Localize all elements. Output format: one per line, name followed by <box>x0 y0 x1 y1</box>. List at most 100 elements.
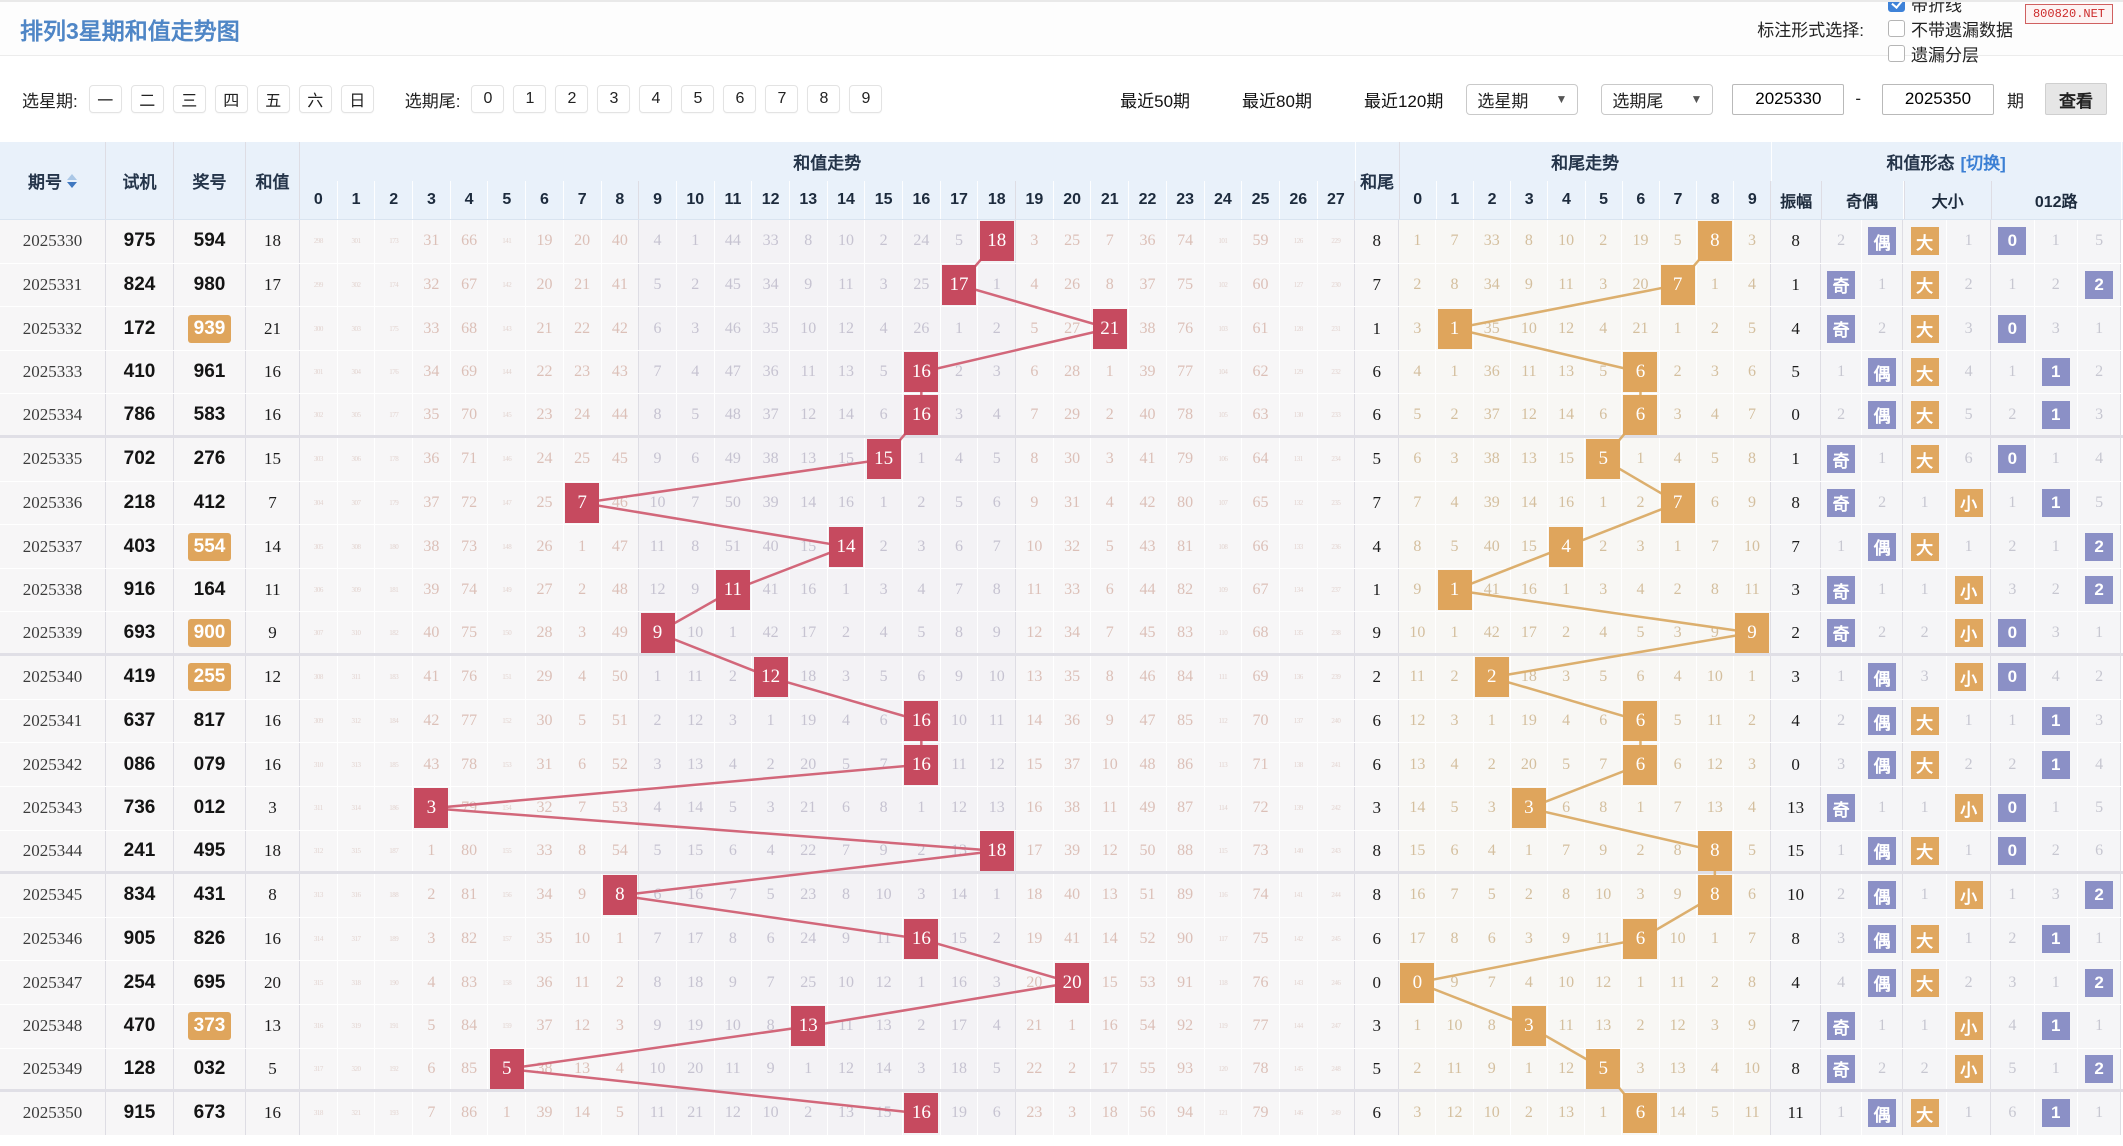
bigsmall-cell: 小 <box>1947 1048 1992 1090</box>
sum-trend-cell: 48 <box>714 394 753 436</box>
sum-miss-value: 314 <box>313 935 324 944</box>
sum-trend-cell: 14 <box>1016 699 1054 743</box>
table-row: 2025345 834 431 8 313 316 188 2 81 156 34 9 8 6 16 7 5 23… <box>0 874 2123 918</box>
sum-trend-cell: 43 <box>1129 525 1167 568</box>
sum-trend-cell: 119 <box>1204 1004 1243 1048</box>
sum-miss-value: 11 <box>1026 581 1043 599</box>
annotation-option[interactable]: 不带遗漏数据 <box>1888 16 2013 41</box>
tail-trend-cell: 4 <box>1399 350 1437 394</box>
switch-link[interactable]: [切换] <box>1960 154 2006 174</box>
sum-trend-cell: 12 <box>940 786 979 830</box>
checkbox[interactable] <box>1888 45 1905 62</box>
annotation-option[interactable]: 带折线 <box>1888 2 2013 16</box>
tail-miss-value: 7 <box>1673 799 1682 817</box>
tail-miss-value: 1 <box>1450 623 1459 641</box>
oddeven-badge: 偶 <box>1868 881 1897 910</box>
sum-miss-value: 41 <box>1064 930 1081 948</box>
week-button-一[interactable]: 一 <box>88 85 122 113</box>
checkbox[interactable] <box>1888 20 1905 37</box>
recent-link[interactable]: 最近120期 <box>1363 91 1444 111</box>
tail-button-5[interactable]: 5 <box>681 85 715 113</box>
sum-trend-cell: 11 <box>714 568 753 612</box>
sort-icon[interactable] <box>67 173 77 188</box>
page-title: 排列3星期和值走势图 <box>20 17 240 44</box>
tail-miss-value: 4 <box>1710 1059 1719 1077</box>
sum-miss-value: 149 <box>502 586 512 595</box>
checkbox-checked[interactable] <box>1888 2 1905 12</box>
sum-miss-value: 6 <box>653 319 662 337</box>
view-button[interactable]: 查看 <box>2045 83 2107 115</box>
tail-button-1[interactable]: 1 <box>513 85 547 113</box>
week-button-日[interactable]: 日 <box>340 85 374 113</box>
sum-miss-value: 13 <box>988 799 1005 817</box>
tail-trend-cell: 1 <box>1585 481 1623 525</box>
amplitude-cell: 13 <box>1771 786 1822 830</box>
tail-trend-cell: 6 <box>1622 743 1660 786</box>
sum-miss-value: 175 <box>389 324 399 333</box>
road012-badge: 1 <box>2041 707 2070 735</box>
sum-miss-value: 190 <box>389 978 399 987</box>
sum-trend-cell: 78 <box>1242 1048 1280 1090</box>
oddeven-cell: 2 <box>1821 220 1863 263</box>
sum-trend-cell: 153 <box>488 743 527 786</box>
sum-miss-value: 3 <box>1068 1104 1077 1122</box>
range-from-input[interactable] <box>1732 83 1845 115</box>
sum-trend-cell: 37 <box>1129 263 1167 307</box>
tail-button-3[interactable]: 3 <box>597 85 631 113</box>
annotation-option[interactable]: 遗漏分层 <box>1888 41 2013 66</box>
sum-miss-value: 90 <box>1177 930 1194 948</box>
sum-trend-cell: 3 <box>865 263 903 307</box>
sum-miss-value: 3 <box>917 1059 926 1077</box>
recent-link[interactable]: 最近50期 <box>1120 91 1191 111</box>
sum-col-header: 18 <box>978 181 1017 219</box>
header-issue[interactable]: 期号 <box>0 142 106 219</box>
tail-trend-cell: 13 <box>1659 1048 1697 1090</box>
oddeven-cell: 1 <box>1862 786 1904 830</box>
tail-trend-cell: 1 <box>1548 568 1586 612</box>
tail-miss-value: 3 <box>1413 319 1422 337</box>
week-button-二[interactable]: 二 <box>130 85 164 113</box>
tail-button-6[interactable]: 6 <box>723 85 757 113</box>
week-button-五[interactable]: 五 <box>256 85 290 113</box>
tail-select[interactable]: 选期尾 ▼ <box>1601 83 1714 115</box>
sum-trend-cell: 5 <box>978 438 1017 481</box>
tail-button-8[interactable]: 8 <box>807 85 841 113</box>
week-button-三[interactable]: 三 <box>172 85 206 113</box>
sum-miss-value: 159 <box>502 1022 512 1031</box>
sum-trend-cell: 86 <box>450 1092 489 1135</box>
sum-trend-cell: 10 <box>752 1092 790 1135</box>
recent-link[interactable]: 最近80期 <box>1242 91 1312 111</box>
week-button-四[interactable]: 四 <box>214 85 248 113</box>
road012-miss-value: 6 <box>2008 1104 2017 1122</box>
tail-miss-value: 10 <box>1744 1059 1761 1077</box>
sum-trend-cell: 8 <box>601 874 640 917</box>
tail-button-4[interactable]: 4 <box>639 85 673 113</box>
week-button-六[interactable]: 六 <box>298 85 332 113</box>
tail-button-7[interactable]: 7 <box>765 85 799 113</box>
tail-trend-cell: 15 <box>1399 830 1437 872</box>
range-to-input[interactable] <box>1882 83 1994 115</box>
sum-miss-value: 242 <box>1331 804 1341 813</box>
sum-miss-value: 6 <box>955 537 964 555</box>
tail-trend-cell: 4 <box>1436 743 1474 786</box>
sum-trend-cell: 313 <box>300 874 338 917</box>
sum-trend-cell: 31 <box>526 743 564 786</box>
tail-button-2[interactable]: 2 <box>555 85 589 113</box>
sum-trend-cell: 7 <box>639 917 677 961</box>
tail-miss-value: 5 <box>1562 755 1571 773</box>
sum-miss-value: 7 <box>691 493 700 511</box>
tail-button-9[interactable]: 9 <box>849 85 883 113</box>
tail-trend-cell: 8 <box>1436 263 1474 307</box>
amplitude-cell: 5 <box>1771 350 1822 394</box>
sum-trend-cell: 2 <box>978 307 1017 350</box>
week-select[interactable]: 选星期 ▼ <box>1466 83 1579 115</box>
tail-trend-cell: 8 <box>1510 220 1548 263</box>
sum-miss-value: 94 <box>1177 1104 1194 1122</box>
sum-trend-cell: 47 <box>601 525 640 568</box>
sum-miss-value: 11 <box>725 1059 741 1077</box>
sum-miss-value: 141 <box>1293 891 1304 900</box>
tail-miss-value: 5 <box>1673 232 1682 250</box>
tail-button-0[interactable]: 0 <box>471 85 505 113</box>
sum-miss-value: 21 <box>800 799 817 817</box>
